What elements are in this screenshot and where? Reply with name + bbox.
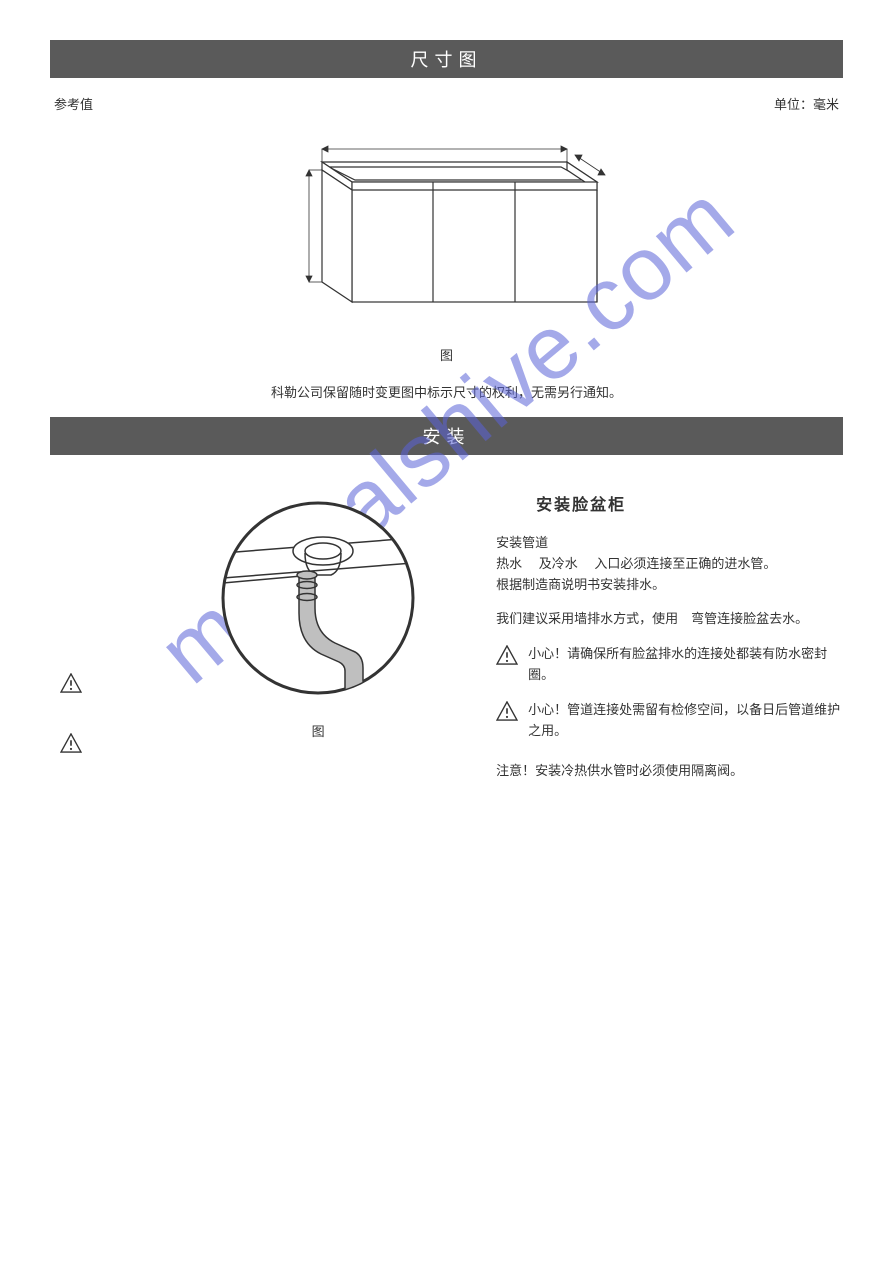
- figure-label-2: 图: [50, 721, 476, 740]
- warning-icon: [60, 673, 82, 693]
- pipe-diagram: [50, 483, 476, 713]
- warning-icon: [60, 733, 82, 753]
- dimensions-note: 科勒公司保留随时变更图中标示尺寸的权利，无需另行通知。: [50, 382, 843, 401]
- warning-icon: [496, 701, 518, 721]
- paragraph-hot-cold: 热水 及冷水 入口必须连接至正确的进水管。: [496, 554, 843, 575]
- section-install-header: 安装: [50, 417, 843, 455]
- paragraph-pipe-title: 安装管道: [496, 533, 843, 554]
- paragraph-isolation-valve: 注意！安装冷热供水管时必须使用隔离阀。: [496, 761, 843, 782]
- cabinet-diagram: [50, 121, 843, 337]
- warning-icon: [496, 645, 518, 665]
- warning-text-service-space: 小心！管道连接处需留有检修空间，以备日后管道维护之用。: [528, 700, 843, 742]
- figure-label-1: 图: [50, 345, 843, 364]
- reference-label: 参考值: [54, 94, 93, 113]
- unit-label: 单位：毫米: [774, 94, 839, 113]
- paragraph-manufacturer: 根据制造商说明书安装排水。: [496, 575, 843, 596]
- paragraph-wall-drain: 我们建议采用墙排水方式，使用 弯管连接脸盆去水。: [496, 609, 843, 630]
- section-dimensions-header: 尺寸图: [50, 40, 843, 78]
- install-subheading: 安装脸盆柜: [536, 491, 843, 515]
- warning-text-seal: 小心！请确保所有脸盆排水的连接处都装有防水密封圈。: [528, 644, 843, 686]
